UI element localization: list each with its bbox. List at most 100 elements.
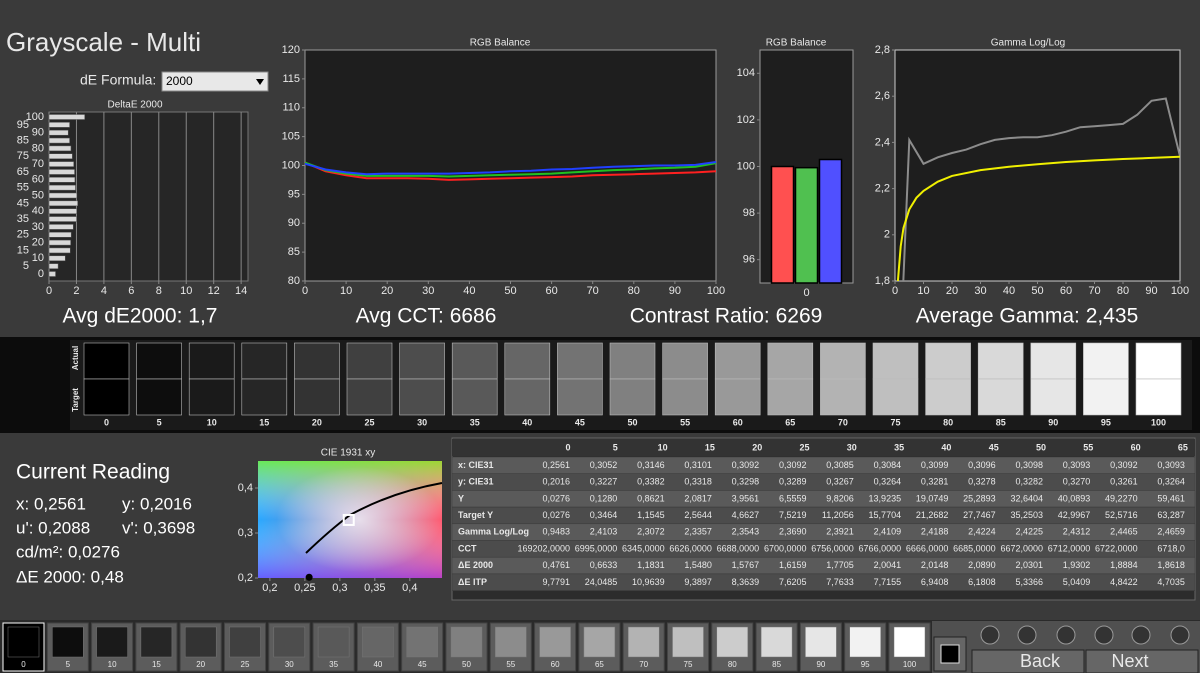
table-cell: 6722,0000 [1095,543,1138,553]
target-swatch [188,378,235,416]
x-tick-label: 8 [156,285,162,297]
table-cell: Y [458,493,464,503]
table-cell: 2,0817 [684,493,712,503]
bar [48,145,72,152]
table-cell: 1,5480 [684,560,712,570]
actual-swatch [1135,342,1182,380]
table-header-cell: 65 [1178,442,1188,452]
target-swatch [83,378,130,416]
level-label: 5 [66,660,71,669]
chart-title: DeltaE 2000 [107,100,162,111]
y-tick-label: 60 [32,174,44,186]
bar [818,158,843,284]
target-swatch [820,378,866,416]
table-cell: 2,0148 [921,560,949,570]
bar [770,165,795,284]
level-label: 80 [728,660,737,669]
table-header-cell: 30 [847,442,857,452]
x-tick-label: 0,3 [332,582,347,594]
table-cell: 15,7704 [869,510,902,520]
table-header-cell: 5 [613,442,618,452]
next-button[interactable] [1085,649,1199,673]
x-tick-label: 6 [128,285,134,297]
back-button[interactable] [971,649,1085,673]
actual-swatch [1083,342,1129,380]
target-swatch [662,378,708,416]
table-cell: 0,3267 [826,477,854,487]
x-tick-label: 0,2 [262,582,277,594]
x-tick-label: 90 [669,285,681,297]
table-cell: 6688,0000 [717,543,760,553]
swatch-label: 10 [207,417,217,427]
y-tick-label: 100 [282,159,300,171]
table-header-cell: 25 [799,442,809,452]
swatch-label: 15 [259,417,269,427]
table-cell: 3,9561 [732,493,760,503]
table-cell: 27,7467 [963,510,996,520]
chart-title: Gamma Log/Log [991,38,1066,49]
table-cell: 0,3282 [1015,477,1043,487]
table-cell: 9,8206 [826,493,854,503]
summary-value: Avg dE2000: 1,7 [63,305,218,328]
x-tick-label: 50 [1031,285,1043,297]
table-cell: 2,3357 [684,527,712,537]
bar [48,232,72,238]
table-cell: 6756,0000 [811,543,854,553]
select-arrow [256,79,264,85]
table-cell: 0,6633 [590,560,618,570]
y-tick-label: 100 [26,111,44,123]
level-swatch [52,626,84,658]
table-cell: 0,0276 [542,510,570,520]
table-header-cell: 15 [705,442,715,452]
formula-value: 2000 [166,74,193,88]
target-swatch [294,378,340,416]
actual-swatch [767,342,814,380]
target-swatch [136,378,182,416]
level-swatch [716,626,749,658]
table-cell: 0,3264 [874,477,902,487]
swatch-label: 45 [575,417,585,427]
bar [48,247,71,254]
y-tick-label: 90 [288,217,300,229]
table-cell: 59,461 [1157,493,1185,503]
table-cell: Target Y [458,510,493,520]
target-swatch [872,378,919,416]
extra-control[interactable] [1170,625,1190,645]
table-cell: 0,3261 [1110,477,1138,487]
reading-line: cd/m²: 0,0276 [16,542,120,561]
refresh-control[interactable] [1131,625,1151,645]
formula-select[interactable] [161,71,269,92]
stop-control[interactable] [980,625,1000,645]
actual-swatch [609,342,656,380]
y-tick-label: 0,2 [238,572,253,584]
play-control[interactable] [1017,625,1037,645]
level-label: 60 [551,660,560,669]
level-label: 85 [772,660,781,669]
y-tick-label: 110 [282,102,300,114]
y-tick-label: 95 [17,119,29,131]
table-cell: 6666,0000 [906,543,949,553]
table-cell: 0,3101 [684,460,712,470]
x-tick-label: 0 [302,285,308,297]
table: 0 5 10 15 20 25 30 35 40 45 50 55 60 65 x: CIE31 0,2561… [452,439,1195,591]
table-cell: 2,4103 [590,527,618,537]
x-tick-label: 30 [422,285,434,297]
actual-swatch [662,342,708,380]
y-tick-label: 10 [32,252,44,264]
loop-control[interactable] [1094,625,1114,645]
bar [48,153,73,159]
actual-swatch [346,342,393,380]
actual-swatch [241,342,288,380]
level-swatch [627,626,660,658]
summary-value: Average Gamma: 2,435 [916,305,1139,328]
swatch-label: 95 [1101,417,1111,427]
x-tick-label: 4 [101,285,107,297]
bar [48,271,56,277]
level-swatch [583,626,616,658]
swatch-label: 40 [522,417,532,427]
table-cell: 2,4225 [1015,527,1043,537]
swatch-label: 30 [417,417,427,427]
table-cell: 0,1280 [590,493,618,503]
measure-control[interactable] [1056,625,1076,645]
y-tick-label: 102 [737,114,755,126]
